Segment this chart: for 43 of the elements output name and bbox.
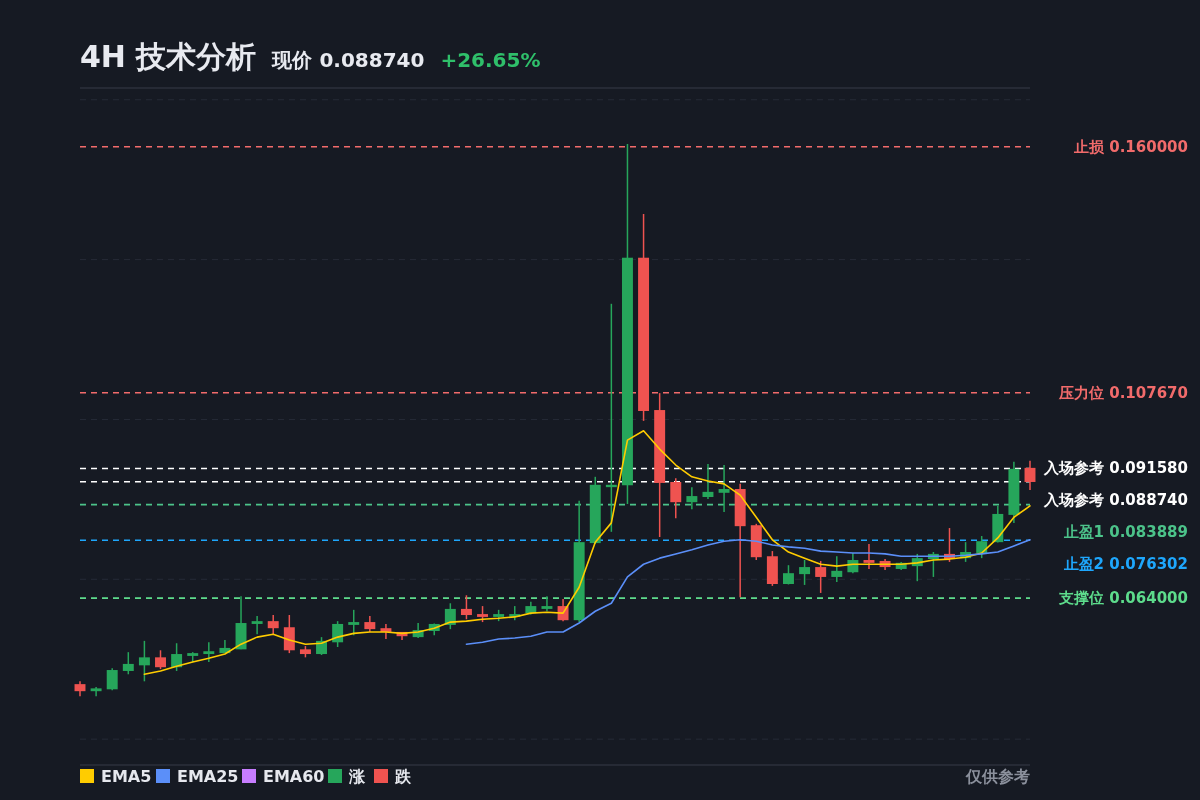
candlestick (670, 477, 682, 519)
y-tick-label: 0.160000 (1109, 137, 1188, 156)
candlestick (718, 464, 730, 513)
candlestick (831, 555, 843, 583)
candlestick (863, 543, 875, 570)
candlestick (138, 640, 150, 683)
text: 仅供参考 (965, 767, 1030, 786)
ref-line-label: 入场参考 (1043, 459, 1104, 478)
legend-label: EMA60 (263, 767, 325, 786)
candlestick (815, 560, 827, 594)
ref-line-label: 入场参考 0.088740 (1043, 491, 1188, 510)
ref-line-label: 止盈1 0.083889 (1062, 523, 1188, 542)
legend-label: 涨 (348, 767, 366, 786)
ref-line-label: 压力位 (1058, 383, 1104, 402)
y-tick-label: 0.091580 (1109, 459, 1188, 478)
legend-label: EMA5 (101, 767, 152, 786)
candlestick (267, 614, 279, 636)
y-tick-label: 0.064000 (1109, 589, 1188, 608)
candlestick (1024, 460, 1036, 491)
candlestick (686, 486, 698, 510)
candlestick (122, 651, 134, 676)
chart-title: 4H 技术分析 (80, 39, 257, 74)
line-series (143, 429, 1031, 676)
candlestick (348, 609, 360, 636)
candlestick (460, 594, 472, 621)
ref-line-label: 止损 (1073, 137, 1105, 156)
candlestick (251, 615, 263, 636)
candlestick (106, 667, 118, 691)
candlestick (541, 595, 553, 613)
candlestick (702, 463, 714, 500)
candlestick (171, 642, 183, 672)
candlestick (799, 559, 811, 586)
y-tick-label: 0.107670 (1109, 383, 1188, 402)
chart-subtitle: 现价 0.088740 (271, 48, 425, 72)
line-series (465, 539, 1031, 645)
ref-line-label: 支撑位 (1058, 589, 1104, 608)
legend-label: EMA25 (177, 767, 239, 786)
text: +26.65% (440, 48, 541, 72)
ref-line-label: 止盈2 0.076302 (1062, 555, 1188, 574)
legend-label: 跌 (394, 767, 412, 786)
candlestick (203, 641, 215, 663)
candlestick (155, 649, 166, 670)
candlestick (283, 614, 295, 654)
